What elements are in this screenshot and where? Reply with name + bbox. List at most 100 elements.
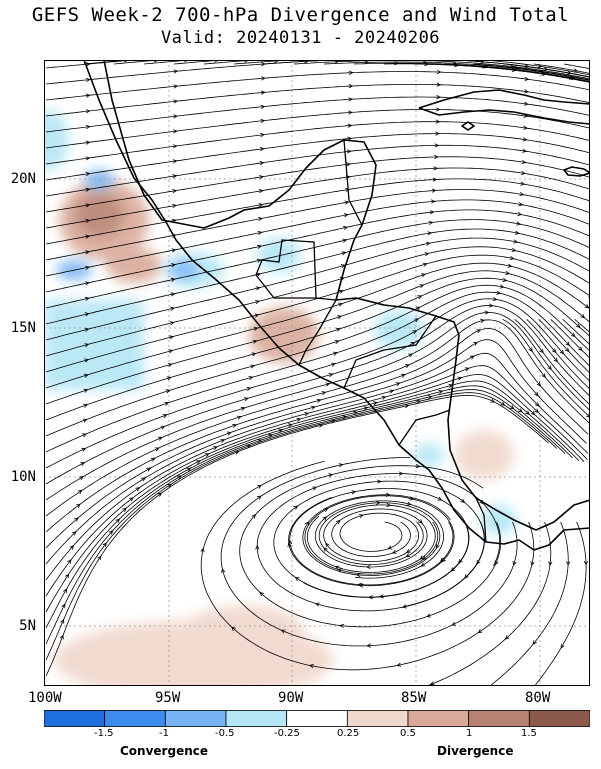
streamline-arrow — [213, 446, 218, 450]
streamline-arrow — [395, 382, 401, 387]
streamline-arrow — [534, 391, 539, 397]
streamline — [143, 60, 195, 65]
streamline — [503, 63, 590, 78]
streamline-arrow — [509, 255, 515, 261]
streamline-arrow — [414, 318, 420, 323]
streamline-arrow — [157, 436, 163, 441]
streamline-arrow — [85, 156, 91, 161]
streamline-arrow — [85, 109, 91, 114]
streamline-arrow — [420, 562, 426, 567]
streamline-arrow — [424, 252, 430, 257]
streamline-arrow — [85, 203, 91, 208]
streamline-arrow — [427, 231, 433, 236]
streamline-arrow — [551, 348, 557, 354]
streamline-arrow — [172, 174, 178, 179]
streamline-arrow — [412, 330, 418, 335]
streamline-arrow — [524, 76, 530, 81]
streamline-arrow — [530, 410, 536, 416]
streamline-arrow — [337, 315, 342, 320]
streamline-arrow — [575, 323, 581, 329]
streamline-arrow — [476, 329, 482, 334]
streamline-arrow — [146, 467, 152, 472]
streamline-arrow — [310, 405, 316, 410]
streamline — [45, 352, 588, 565]
streamline-arrow — [236, 415, 242, 420]
streamline-arrow — [251, 513, 257, 519]
streamline-arrow — [168, 349, 174, 354]
streamline-arrow — [255, 300, 260, 305]
streamline-arrow — [421, 273, 426, 278]
streamline — [45, 246, 590, 357]
streamline-arrow — [176, 475, 182, 480]
streamline — [45, 374, 585, 597]
streamline-arrow — [67, 559, 72, 564]
streamline-arrow — [387, 545, 393, 550]
streamline — [45, 109, 590, 149]
colorbar-tick: -0.25 — [274, 728, 300, 739]
streamline — [45, 219, 590, 309]
streamline-arrow — [524, 89, 529, 94]
streamline-arrow — [394, 61, 399, 66]
streamline-arrow — [268, 433, 273, 438]
streamline-arrow — [490, 398, 496, 403]
streamline-arrow — [494, 560, 499, 566]
colorbar-swatch — [346, 710, 409, 727]
streamline-arrow — [389, 389, 395, 394]
streamline-arrow — [74, 517, 79, 522]
streamline-arrow — [318, 423, 324, 428]
streamline — [233, 60, 590, 76]
streamline-arrow — [505, 270, 511, 275]
colorbar-swatch — [104, 710, 166, 727]
colorbar-tick: 0.25 — [337, 728, 360, 739]
streamline-arrow — [85, 62, 91, 67]
streamline-arrow — [343, 225, 348, 231]
map-panel — [44, 60, 590, 686]
streamline-arrow — [381, 395, 387, 400]
lat-label-20n: 20N — [10, 171, 36, 187]
streamline — [45, 228, 590, 325]
streamline — [200, 460, 535, 671]
streamline-arrow — [154, 447, 160, 452]
streamline-arrow — [82, 433, 87, 438]
streamline-arrow — [434, 154, 439, 160]
streamline-arrow — [436, 107, 441, 112]
streamline — [220, 457, 518, 647]
streamline-arrow — [532, 640, 537, 645]
streamline-arrow — [458, 559, 463, 564]
streamline — [293, 60, 590, 80]
streamline-arrow — [165, 389, 171, 394]
colorbar-label-convergence: Convergence — [120, 744, 208, 758]
coastlines — [83, 60, 590, 551]
streamline-arrow — [84, 312, 90, 317]
streamline-arrow — [496, 290, 502, 295]
streamline-arrow — [59, 634, 64, 640]
streamline-arrow — [519, 191, 525, 197]
streamline-arrow — [415, 464, 421, 469]
colorbar-tick: -1 — [159, 728, 169, 739]
streamline-arrow — [366, 643, 372, 648]
streamline-arrow — [85, 77, 91, 83]
streamline-arrow — [457, 376, 463, 381]
streamline-arrow — [80, 462, 86, 467]
streamline-arrow — [522, 148, 528, 153]
streamline-arrow — [580, 313, 586, 319]
streamline-arrow — [426, 613, 431, 618]
streamline-arrow — [260, 90, 266, 95]
streamline-arrow — [336, 327, 341, 332]
streamline — [473, 63, 590, 81]
streamline-arrow — [296, 417, 302, 422]
streamline-arrow — [429, 681, 435, 686]
lon-label-100w: 100W — [28, 690, 62, 706]
streamline — [45, 84, 590, 117]
streamline — [425, 521, 552, 686]
streamline-arrow — [287, 539, 293, 545]
streamline-arrow — [391, 549, 397, 554]
streamline-arrow — [460, 498, 466, 503]
streamline-arrow — [436, 544, 440, 549]
lon-label-85w: 85W — [401, 690, 427, 706]
title-line-1: GEFS Week-2 700-hPa Divergence and Wind … — [31, 4, 570, 26]
streamline — [314, 500, 445, 579]
streamline-arrow — [500, 401, 506, 406]
streamline-arrow — [528, 347, 533, 353]
streamline — [203, 60, 262, 65]
